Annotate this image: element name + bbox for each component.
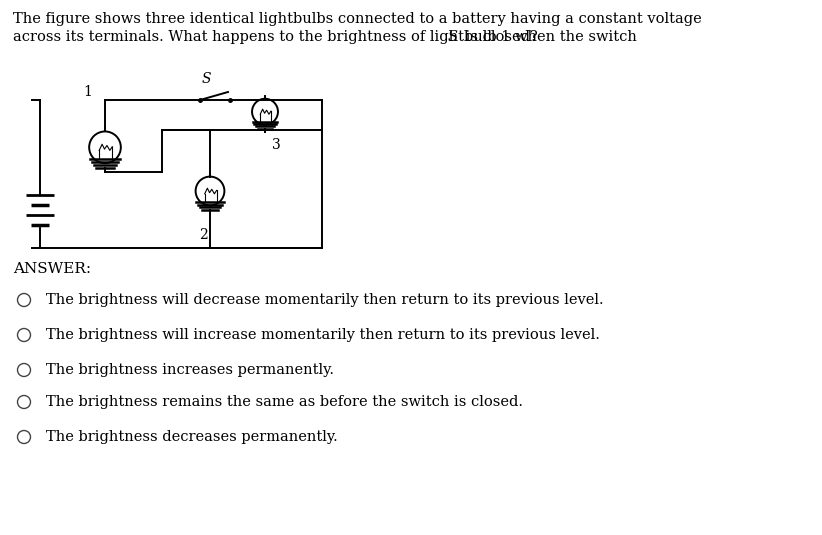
Text: ANSWER:: ANSWER: [13,262,91,276]
Text: is closed?: is closed? [461,30,538,44]
Text: The brightness decreases permanently.: The brightness decreases permanently. [46,430,338,444]
Text: 1: 1 [84,85,92,99]
Text: The brightness will decrease momentarily then return to its previous level.: The brightness will decrease momentarily… [46,293,603,307]
Text: The brightness increases permanently.: The brightness increases permanently. [46,363,334,377]
Text: S: S [448,30,458,44]
Text: 3: 3 [272,138,281,152]
Text: The brightness remains the same as before the switch is closed.: The brightness remains the same as befor… [46,395,523,409]
Text: The figure shows three identical lightbulbs connected to a battery having a cons: The figure shows three identical lightbu… [13,12,702,26]
Text: 2: 2 [199,228,207,242]
Text: S: S [201,72,210,86]
Text: across its terminals. What happens to the brightness of lightbulb 1 when the swi: across its terminals. What happens to th… [13,30,641,44]
Text: The brightness will increase momentarily then return to its previous level.: The brightness will increase momentarily… [46,328,600,342]
